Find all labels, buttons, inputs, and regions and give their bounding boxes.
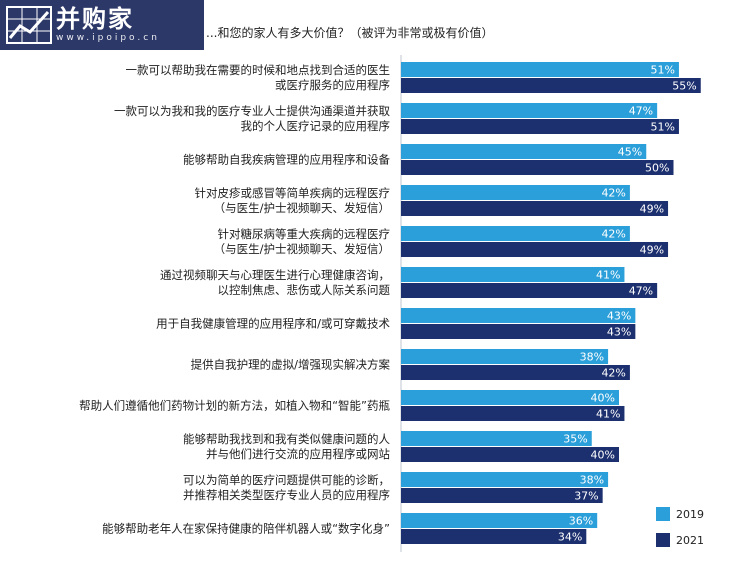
legend: 2019 2021 xyxy=(656,506,704,558)
bar-2019 xyxy=(401,144,647,159)
data-label-2019: 41% xyxy=(596,269,620,282)
category-label: （与医生/护士视频聊天、发短信） xyxy=(214,201,390,215)
data-label-2021: 55% xyxy=(672,80,696,93)
bar-2019 xyxy=(401,390,619,405)
category-label: 并推荐相关类型医疗专业人员的应用程序 xyxy=(183,488,390,502)
bar-2019 xyxy=(401,513,598,528)
legend-label-2021: 2021 xyxy=(676,533,704,547)
legend-item-2019: 2019 xyxy=(656,506,704,522)
data-label-2021: 41% xyxy=(596,408,620,421)
bar-2019 xyxy=(401,103,658,118)
category-label: 以控制焦虑、悲伤或人际关系问题 xyxy=(218,283,391,297)
data-label-2019: 51% xyxy=(650,64,674,77)
data-label-2019: 42% xyxy=(601,228,625,241)
category-label: 通过视频聊天与心理医生进行心理健康咨询， xyxy=(160,268,390,282)
category-label: 提供自我护理的虚拟/增强现实解决方案 xyxy=(191,358,391,372)
category-label: 一款可以为我和我的医疗专业人士提供沟通渠道并获取 xyxy=(114,104,390,118)
bar-2021 xyxy=(401,78,701,93)
data-label-2021: 42% xyxy=(601,367,625,380)
data-label-2019: 38% xyxy=(580,474,604,487)
data-label-2019: 35% xyxy=(563,433,587,446)
category-label: 能够帮助我找到和我有类似健康问题的人 xyxy=(183,432,390,446)
legend-item-2021: 2021 xyxy=(656,532,704,548)
category-label: （与医生/护士视频聊天、发短信） xyxy=(214,242,390,256)
data-label-2019: 43% xyxy=(607,310,631,323)
bar-2019 xyxy=(401,62,679,77)
bar-2019 xyxy=(401,185,630,200)
bar-2021 xyxy=(401,283,658,298)
bar-2021 xyxy=(401,365,630,380)
category-label: 针对糖尿病等重大疾病的远程医疗 xyxy=(218,227,391,241)
bar-2019 xyxy=(401,349,609,364)
data-label-2021: 47% xyxy=(629,285,653,298)
category-label: 我的个人医疗记录的应用程序 xyxy=(241,119,391,133)
bar-2021 xyxy=(401,201,669,216)
bar-2019 xyxy=(401,431,592,446)
category-label: 可以为简单的医疗问题提供可能的诊断， xyxy=(183,473,390,487)
legend-swatch-2019 xyxy=(656,507,670,521)
data-label-2019: 42% xyxy=(601,187,625,200)
bar-2021 xyxy=(401,529,587,544)
category-label: 能够帮助老年人在家保持健康的陪伴机器人或“数字化身” xyxy=(102,522,390,536)
bar-2021 xyxy=(401,447,619,462)
bar-2021 xyxy=(401,406,625,421)
logo-name: 并购家 xyxy=(56,5,134,33)
category-label: 或医疗服务的应用程序 xyxy=(275,78,390,92)
data-label-2019: 47% xyxy=(629,105,653,118)
bar-2021 xyxy=(401,160,674,175)
bar-2019 xyxy=(401,472,609,487)
bar-2019 xyxy=(401,308,636,323)
legend-label-2019: 2019 xyxy=(676,507,704,521)
bar-2021 xyxy=(401,324,636,339)
data-label-2021: 49% xyxy=(640,244,664,257)
data-label-2021: 43% xyxy=(607,326,631,339)
data-label-2021: 49% xyxy=(640,203,664,216)
chart-title: ...和您的家人有多大价值？（被评为非常或极有价值） xyxy=(206,26,494,40)
category-label: 帮助人们遵循他们药物计划的新方法，如植入物和“智能”药瓶 xyxy=(79,399,390,413)
logo: 并购家 www.ipoipo.cn xyxy=(0,0,204,50)
chart-logo-icon xyxy=(6,6,52,44)
category-label: 一款可以帮助我在需要的时候和地点找到合适的医生 xyxy=(126,63,391,77)
bar-2021 xyxy=(401,119,679,134)
legend-swatch-2021 xyxy=(656,533,670,547)
bar-2021 xyxy=(401,488,603,503)
category-label: 针对皮疹或感冒等简单疾病的远程医疗 xyxy=(195,186,391,200)
data-label-2019: 45% xyxy=(618,146,642,159)
category-label: 能够帮助自我疾病管理的应用程序和设备 xyxy=(183,153,390,167)
data-label-2021: 40% xyxy=(591,449,615,462)
data-label-2021: 51% xyxy=(650,121,674,134)
data-label-2021: 50% xyxy=(645,162,669,175)
bar-2021 xyxy=(401,242,669,257)
data-label-2021: 37% xyxy=(574,490,598,503)
category-label: 用于自我健康管理的应用程序和/或可穿戴技术 xyxy=(156,317,390,331)
data-label-2019: 36% xyxy=(569,515,593,528)
data-label-2019: 38% xyxy=(580,351,604,364)
data-label-2019: 40% xyxy=(591,392,615,405)
logo-url: www.ipoipo.cn xyxy=(56,33,160,43)
data-label-2021: 34% xyxy=(558,531,582,544)
bar-2019 xyxy=(401,226,630,241)
bar-2019 xyxy=(401,267,625,282)
category-label: 并与他们进行交流的应用程序或网站 xyxy=(206,447,390,461)
